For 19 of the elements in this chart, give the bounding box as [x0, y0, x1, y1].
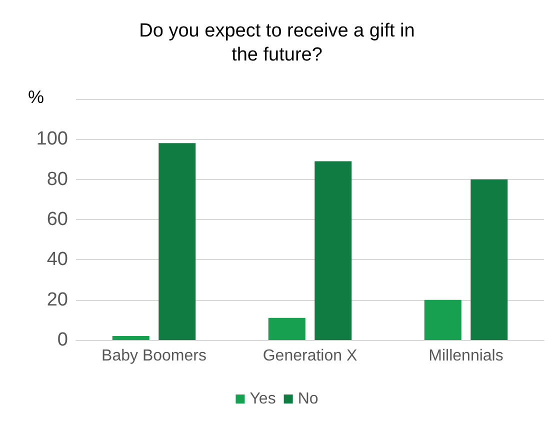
- x-tick-label: Millennials: [428, 348, 504, 364]
- chart-title: Do you expect to receive a gift in the future?: [139, 20, 415, 66]
- bar: [268, 318, 306, 340]
- bar: [470, 179, 508, 340]
- y-tick-label: 80: [46, 168, 68, 190]
- bar: [424, 300, 462, 340]
- bar: [112, 336, 150, 340]
- bar: [158, 143, 196, 340]
- y-tick-label: 0: [57, 330, 68, 350]
- y-tick-label: 100: [36, 128, 68, 150]
- x-tick-label: Baby Boomers: [102, 348, 206, 364]
- legend-label: Yes: [250, 390, 276, 408]
- y-axis-title: %: [28, 87, 44, 107]
- y-tick-label: 40: [46, 249, 68, 270]
- legend-label: No: [298, 390, 318, 408]
- bar: [314, 161, 352, 340]
- x-tick-label: Generation X: [262, 348, 358, 364]
- y-tick-label: 60: [46, 209, 68, 230]
- y-tick-label: 20: [46, 289, 68, 310]
